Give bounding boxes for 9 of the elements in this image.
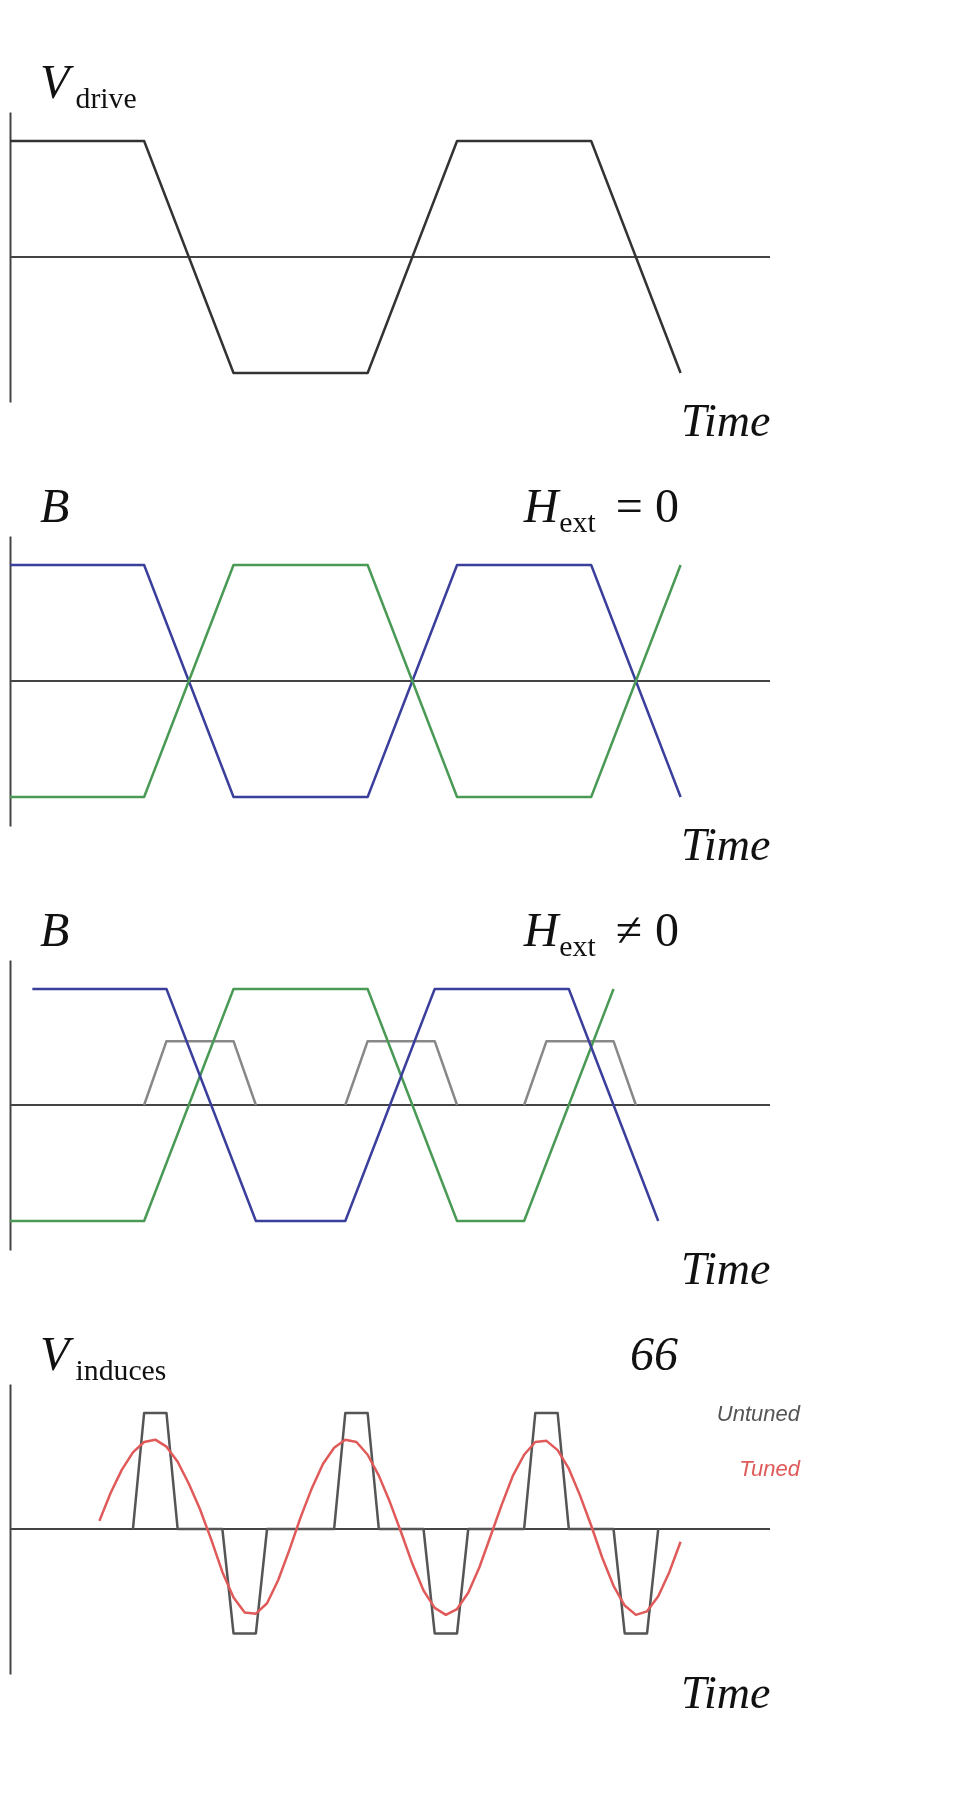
text: Untuned xyxy=(716,1401,801,1426)
text: Tuned xyxy=(739,1456,801,1481)
text: 66 xyxy=(630,1327,679,1380)
chart-title: B xyxy=(40,903,70,956)
x-axis-title: Time xyxy=(681,394,771,446)
x-axis-title: Time xyxy=(681,818,771,870)
x-axis-title: Time xyxy=(681,1242,771,1294)
chart-title: B xyxy=(40,479,70,532)
x-axis-title: Time xyxy=(681,1666,771,1718)
